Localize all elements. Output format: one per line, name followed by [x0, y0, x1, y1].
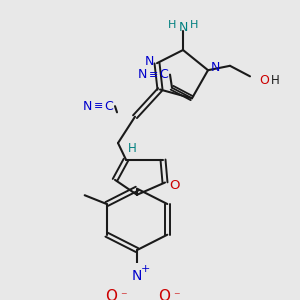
Text: N: N	[144, 55, 154, 68]
Text: ≡: ≡	[94, 101, 104, 111]
Text: ⁻: ⁻	[120, 290, 126, 300]
Text: H: H	[271, 74, 279, 87]
Text: O: O	[170, 178, 180, 192]
Text: O: O	[158, 289, 170, 300]
Text: C: C	[105, 100, 113, 113]
Text: N: N	[132, 269, 142, 284]
Text: +: +	[140, 264, 150, 274]
Text: N: N	[178, 21, 188, 34]
Text: H: H	[128, 142, 136, 155]
Text: H: H	[168, 20, 176, 30]
Text: H: H	[190, 20, 198, 30]
Text: ⁻: ⁻	[173, 290, 179, 300]
Text: N: N	[137, 68, 147, 81]
Text: O: O	[105, 289, 117, 300]
Text: C: C	[160, 68, 168, 81]
Text: N: N	[210, 61, 220, 74]
Text: N: N	[82, 100, 92, 113]
Text: ≡: ≡	[149, 70, 159, 80]
Text: O: O	[259, 74, 269, 87]
